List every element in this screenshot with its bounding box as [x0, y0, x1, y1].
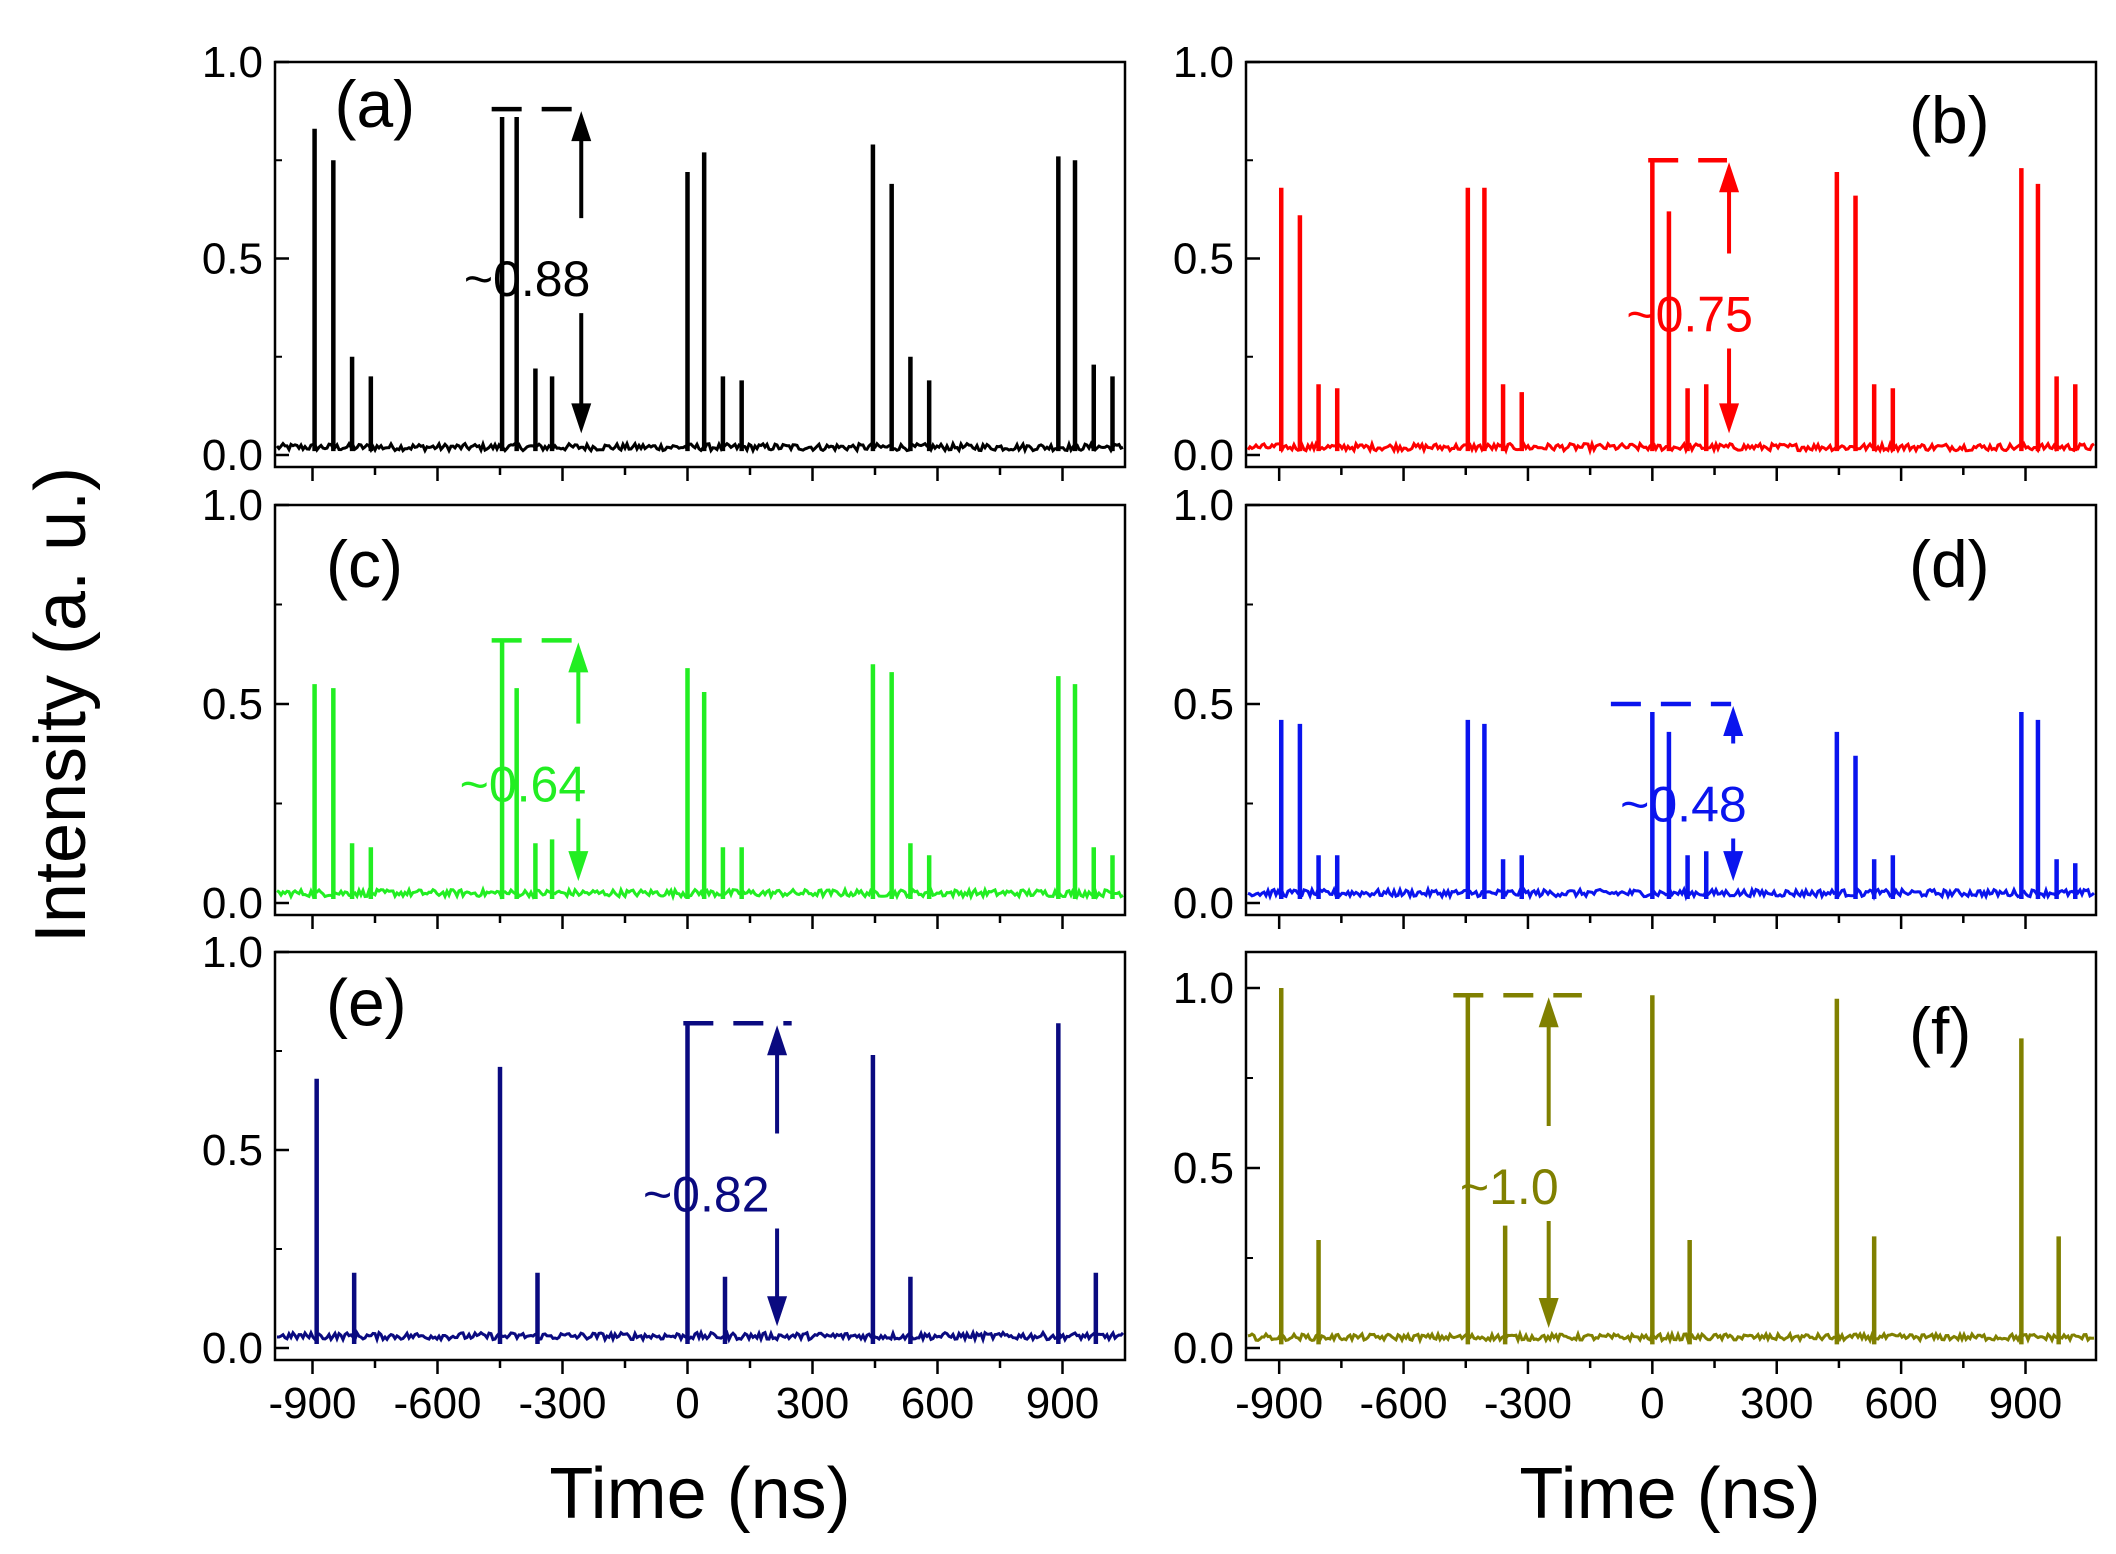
- x-tick-label: 300: [776, 1379, 849, 1428]
- baseline-trace: [275, 439, 1124, 455]
- y-tick-label: 0.0: [202, 879, 263, 928]
- panel-e: 0.0 0.5 1.0 -900 -600 -300 0 300 600 900 ~0.82 (e): [202, 928, 1127, 1428]
- plot-frame: [273, 503, 1127, 917]
- plot-frame: [1244, 503, 2098, 917]
- baseline-trace: [1247, 1329, 2095, 1345]
- y-axis-title: Intensity (a. u.): [21, 467, 101, 943]
- plot-frame: [1244, 950, 2098, 1362]
- plot-frame: [273, 60, 1127, 469]
- peak-value-label: ~0.48: [1620, 777, 1747, 833]
- y-tick-label: 1.0: [202, 928, 263, 977]
- panel-label: (a): [335, 67, 416, 141]
- up-arrow-head: [1538, 997, 1559, 1028]
- panel-f: 0.0 0.5 1.0 -900 -600 -300 0 300 600 900 ~1.0 (f): [1173, 950, 2098, 1428]
- y-tick-label: 0.0: [1173, 879, 1234, 928]
- up-arrow-head: [1723, 706, 1744, 736]
- peak-value-label: ~0.88: [464, 251, 591, 307]
- x-tick-label: -600: [393, 1379, 481, 1428]
- x-axis-title-left: Time (ns): [549, 1454, 850, 1534]
- down-arrow-head: [1538, 1298, 1559, 1328]
- down-arrow-head: [1723, 851, 1744, 882]
- x-tick-label: -900: [268, 1379, 356, 1428]
- panel-label: (b): [1909, 83, 1990, 157]
- y-tick-label: 0.0: [1173, 1324, 1234, 1373]
- y-tick-label: 0.0: [1173, 431, 1234, 480]
- y-tick-label: 1.0: [1173, 964, 1234, 1013]
- up-arrow-head: [1719, 162, 1740, 193]
- plot-frame: [1244, 60, 2098, 469]
- panel-label: (f): [1909, 994, 1971, 1068]
- down-arrow-head: [1719, 403, 1740, 434]
- x-tick-label: 900: [1026, 1379, 1099, 1428]
- down-arrow-head: [568, 851, 589, 882]
- x-tick-label: 900: [1989, 1379, 2062, 1428]
- down-arrow-head: [571, 403, 592, 434]
- panels: 0.0 0.5 1.0 ~0.88 (a) 0.0 0.5 1.0 ~0.75 (b) 0.0 0.5…: [202, 38, 2098, 1428]
- baseline-trace: [276, 884, 1124, 902]
- peak-value-label: ~0.82: [643, 1167, 770, 1223]
- x-tick-label: 600: [901, 1379, 974, 1428]
- peak-value-label: ~0.64: [460, 757, 587, 813]
- x-tick-label: 300: [1740, 1379, 1813, 1428]
- y-tick-label: 0.5: [202, 680, 263, 729]
- up-arrow-head: [767, 1025, 788, 1056]
- x-tick-label: 600: [1864, 1379, 1937, 1428]
- panel-b: 0.0 0.5 1.0 ~0.75 (b): [1173, 38, 2098, 481]
- y-tick-label: 0.0: [202, 1324, 263, 1373]
- panel-c: 0.0 0.5 1.0 ~0.64 (c): [202, 481, 1127, 929]
- peak-value-label: ~0.75: [1626, 287, 1753, 343]
- panel-label: (c): [326, 527, 403, 601]
- y-tick-label: 0.5: [1173, 1144, 1234, 1193]
- plot-frame: [273, 950, 1127, 1362]
- x-axis-title-right: Time (ns): [1519, 1454, 1820, 1534]
- baseline-trace: [277, 1328, 1125, 1345]
- y-tick-label: 1.0: [1173, 38, 1234, 87]
- y-tick-label: 0.0: [202, 431, 263, 480]
- y-tick-label: 0.5: [202, 1126, 263, 1175]
- down-arrow-head: [767, 1296, 788, 1327]
- up-arrow-head: [571, 111, 592, 142]
- panel-d: 0.0 0.5 1.0 ~0.48 (d): [1173, 481, 2098, 929]
- x-tick-label: -600: [1360, 1379, 1448, 1428]
- x-tick-label: -900: [1235, 1379, 1323, 1428]
- peak-value-label: ~1.0: [1460, 1159, 1559, 1215]
- y-tick-label: 0.5: [1173, 680, 1234, 729]
- y-tick-label: 1.0: [202, 481, 263, 530]
- y-tick-label: 0.5: [1173, 235, 1234, 284]
- x-tick-label: -300: [1484, 1379, 1572, 1428]
- panel-label: (d): [1909, 527, 1990, 601]
- x-tick-label: 0: [675, 1379, 699, 1428]
- panel-label: (e): [326, 965, 407, 1039]
- up-arrow-head: [568, 642, 589, 673]
- y-tick-label: 1.0: [1173, 481, 1234, 530]
- x-tick-label: 0: [1640, 1379, 1664, 1428]
- x-tick-label: -300: [518, 1379, 606, 1428]
- y-tick-label: 0.5: [202, 235, 263, 284]
- y-tick-label: 1.0: [202, 38, 263, 87]
- panel-a: 0.0 0.5 1.0 ~0.88 (a): [202, 38, 1127, 481]
